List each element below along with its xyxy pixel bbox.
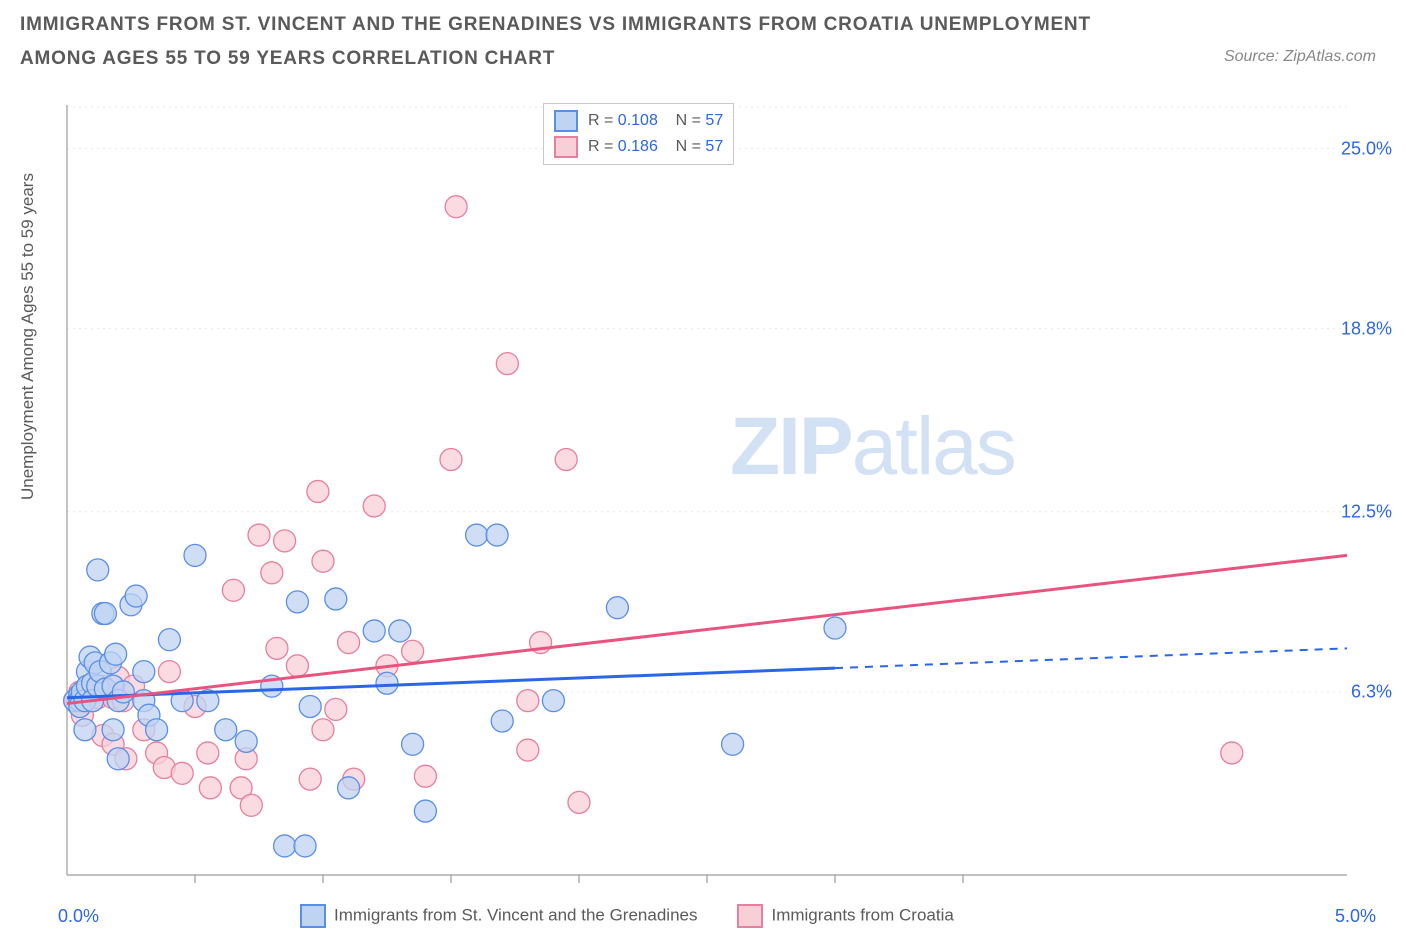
legend-stats-row-b: R = 0.186 N = 57 bbox=[554, 134, 723, 160]
x-axis-origin-label: 0.0% bbox=[58, 906, 99, 927]
legend-r-value-b: 0.186 bbox=[618, 138, 658, 155]
legend-r-label-a: R = bbox=[588, 112, 618, 129]
legend-r-label-b: R = bbox=[588, 138, 618, 155]
y-tick-label: 6.3% bbox=[1351, 681, 1392, 702]
legend-stats-row-a: R = 0.108 N = 57 bbox=[554, 108, 723, 134]
legend-n-value-a: 57 bbox=[705, 112, 723, 129]
legend-bottom-b: Immigrants from Croatia bbox=[737, 904, 953, 928]
legend-series: Immigrants from St. Vincent and the Gren… bbox=[300, 904, 1326, 928]
legend-bottom-swatch-b bbox=[737, 904, 763, 928]
legend-stats: R = 0.108 N = 57 R = 0.186 N = 57 bbox=[543, 103, 734, 165]
legend-bottom-label-b: Immigrants from Croatia bbox=[771, 905, 953, 924]
legend-bottom-swatch-a bbox=[300, 904, 326, 928]
legend-r-value-a: 0.108 bbox=[618, 112, 658, 129]
y-tick-label: 12.5% bbox=[1341, 501, 1392, 522]
x-axis-max-label: 5.0% bbox=[1335, 906, 1376, 927]
legend-n-label-a: N = bbox=[676, 112, 706, 129]
legend-n-value-b: 57 bbox=[705, 138, 723, 155]
legend-bottom-label-a: Immigrants from St. Vincent and the Gren… bbox=[334, 905, 697, 924]
y-tick-label: 25.0% bbox=[1341, 138, 1392, 159]
legend-n-label-b: N = bbox=[676, 138, 706, 155]
legend-swatch-b bbox=[554, 136, 578, 158]
legend-bottom-a: Immigrants from St. Vincent and the Gren… bbox=[300, 904, 697, 928]
y-tick-label: 18.8% bbox=[1341, 318, 1392, 339]
legend-swatch-a bbox=[554, 110, 578, 132]
